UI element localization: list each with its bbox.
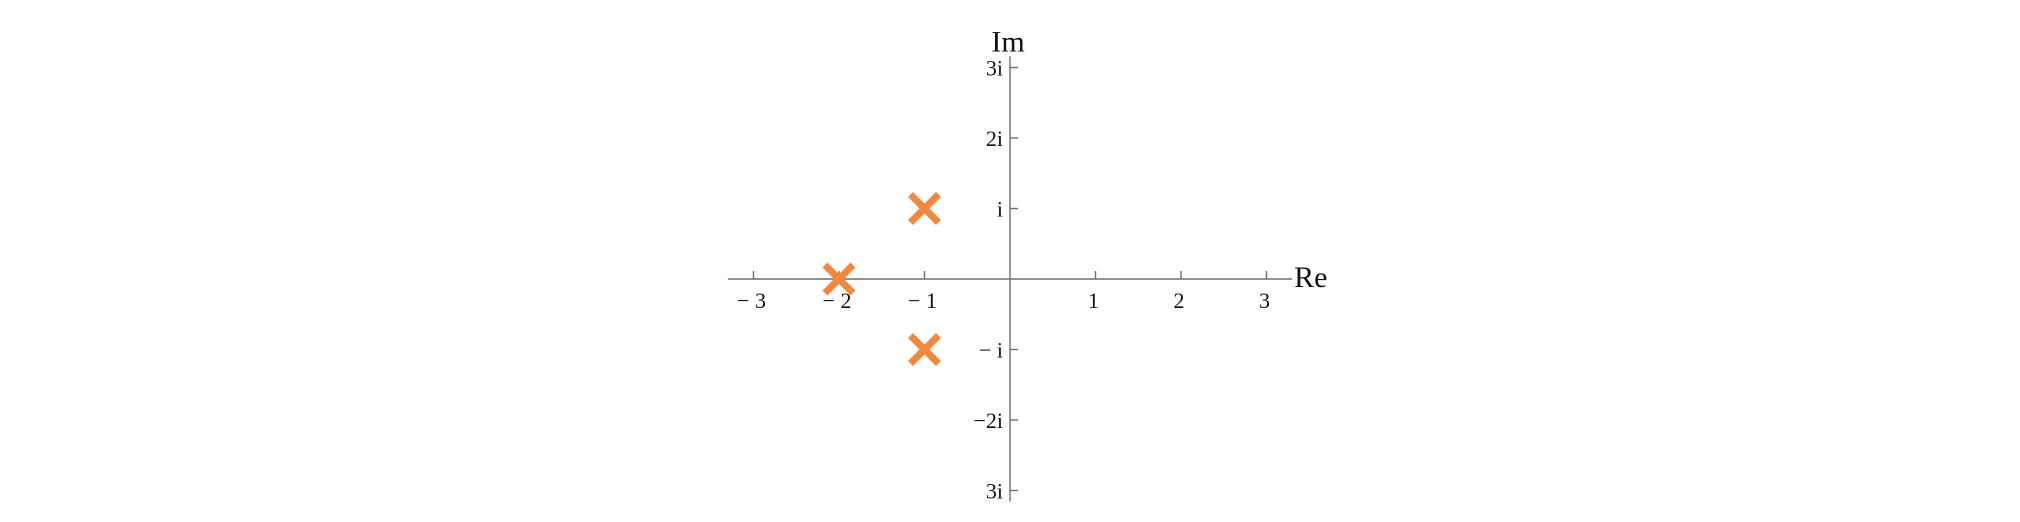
y-tick-label: − i — [979, 338, 1003, 363]
y-ticks: 3i 2i i − i −2i 3i — [973, 56, 1018, 504]
data-points — [822, 192, 941, 366]
pole-marker — [908, 192, 941, 225]
x-tick-label: − 3 — [737, 288, 766, 313]
pole-marker — [908, 333, 941, 366]
y-tick-label: 2i — [986, 126, 1003, 151]
y-tick-label: i — [997, 197, 1003, 222]
y-tick-label: 3i — [986, 56, 1003, 81]
x-tick-label: 2 — [1174, 288, 1185, 313]
y-axis-title: Im — [991, 25, 1024, 58]
x-tick-label: 1 — [1088, 288, 1099, 313]
x-axis-title: Re — [1294, 261, 1327, 294]
pole-marker — [822, 262, 856, 296]
x-tick-label: 3 — [1259, 288, 1270, 313]
axes — [727, 56, 1293, 502]
x-tick-label: − 1 — [908, 288, 937, 313]
y-tick-label: 3i — [986, 479, 1003, 504]
y-tick-label: −2i — [973, 408, 1003, 433]
